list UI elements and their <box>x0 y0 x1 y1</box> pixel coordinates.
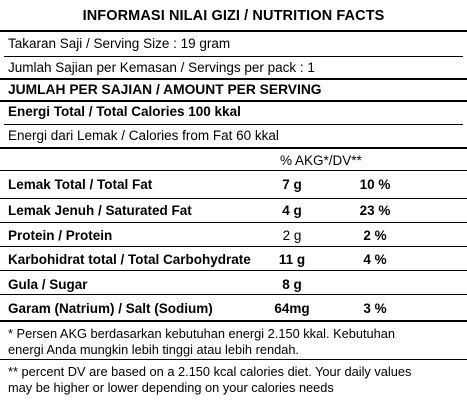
nutrient-name: Gula / Sugar <box>8 277 88 292</box>
row-divider <box>0 222 467 223</box>
row-divider <box>0 198 467 199</box>
nutrient-name: Garam (Natrium) / Salt (Sodium) <box>8 301 213 316</box>
table-bottom-divider <box>0 320 467 322</box>
nutrient-amount: 2 g <box>282 228 302 243</box>
row-divider <box>0 294 467 295</box>
footnote-divider <box>0 359 467 360</box>
nutrient-row-sugar: Gula / Sugar 8 g <box>0 277 467 299</box>
nutrient-amount: 8 g <box>282 277 302 292</box>
footnote-akg-line1: * Persen AKG berdasarkan kebutuhan energ… <box>8 326 396 341</box>
footnote-dv-line1: ** percent DV are based on a 2.150 kcal … <box>8 364 412 379</box>
amount-per-serving-heading: JUMLAH PER SAJIAN / AMOUNT PER SERVING <box>8 82 322 97</box>
nutrient-row-sodium: Garam (Natrium) / Salt (Sodium) 64mg 3 % <box>0 301 467 323</box>
nutrient-name: Karbohidrat total / Total Carbohydrate <box>8 252 251 267</box>
dv-heading: % AKG*/DV** <box>280 153 362 168</box>
serving-size: Takaran Saji / Serving Size : 19 gram <box>8 36 231 51</box>
nutrient-amount: 11 g <box>278 252 306 267</box>
footnote-dv-line2: may be higher or lower depending on your… <box>8 380 334 395</box>
footnote-dv: ** percent DV are based on a 2.150 kcal … <box>8 364 463 396</box>
footnote-akg: * Persen AKG berdasarkan kebutuhan energ… <box>8 326 463 358</box>
nutrient-amount: 64mg <box>274 301 310 316</box>
nutrient-dv: 10 % <box>359 177 391 192</box>
nutrient-row-carbohydrate: Karbohidrat total / Total Carbohydrate 1… <box>0 252 467 274</box>
serving-divider <box>4 56 463 57</box>
energy-fat-divider <box>0 147 467 149</box>
amount-divider <box>0 100 467 102</box>
nutrient-dv: 4 % <box>363 252 387 267</box>
nutrient-row-saturated-fat: Lemak Jenuh / Saturated Fat 4 g 23 % <box>0 203 467 225</box>
nutrient-dv: 2 % <box>363 228 387 243</box>
row-divider <box>0 270 467 271</box>
energy-divider <box>4 124 463 125</box>
dv-heading-divider <box>0 170 467 171</box>
nutrient-amount: 4 g <box>282 203 302 218</box>
title-divider <box>0 30 467 32</box>
nutrient-row-protein: Protein / Protein 2 g 2 % <box>0 228 467 250</box>
nutrient-name: Lemak Jenuh / Saturated Fat <box>8 203 192 218</box>
fat-energy: Energi dari Lemak / Calories from Fat 60… <box>8 128 279 143</box>
nutrient-dv: 3 % <box>363 301 387 316</box>
nutrient-amount: 7 g <box>282 177 302 192</box>
servings-divider <box>0 78 467 80</box>
nutrient-row-total-fat: Lemak Total / Total Fat 7 g 10 % <box>0 177 467 199</box>
nutrient-dv: 23 % <box>359 203 391 218</box>
nutrient-name: Lemak Total / Total Fat <box>8 177 153 192</box>
nutrition-title: INFORMASI NILAI GIZI / NUTRITION FACTS <box>82 8 385 24</box>
servings-per-pack: Jumlah Sajian per Kemasan / Servings per… <box>8 60 315 75</box>
row-divider <box>0 246 467 247</box>
nutrient-name: Protein / Protein <box>8 228 113 243</box>
total-energy: Energi Total / Total Calories 100 kkal <box>8 104 241 119</box>
footnote-akg-line2: energi Anda mungkin lebih tinggi atau le… <box>8 342 299 357</box>
